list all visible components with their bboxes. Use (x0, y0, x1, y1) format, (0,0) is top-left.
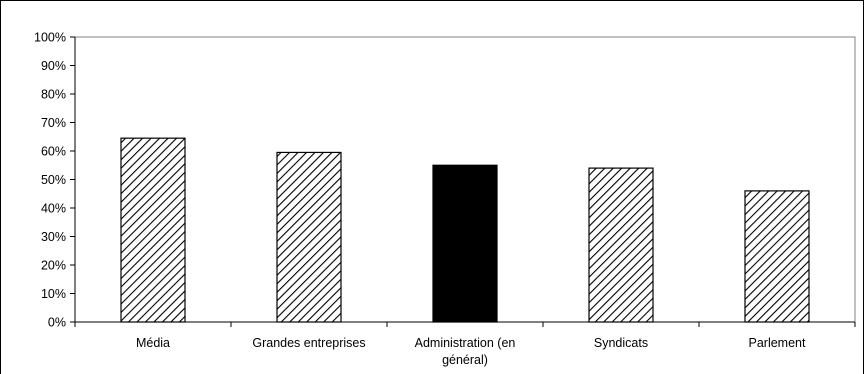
x-tick-label-line: général) (442, 353, 488, 367)
x-tick-label-line: Média (136, 336, 170, 350)
y-tick-label: 80% (41, 88, 66, 102)
bar-5 (744, 190, 810, 323)
x-tick-label-line: Parlement (749, 336, 806, 350)
y-axis: 0% 10% 20% 30% 40% 50% 60% 70% 80% 90% 100% (34, 31, 76, 330)
y-tick-label: 100% (34, 31, 66, 45)
bar-2 (276, 151, 342, 323)
x-tick-label-line: Administration (en (415, 336, 516, 350)
x-tick-label: Grandes entreprises (252, 336, 365, 350)
x-tick-label-line: Syndicats (594, 336, 648, 350)
y-tick-label: 30% (41, 230, 66, 244)
y-tick-label: 90% (41, 59, 66, 73)
x-tick-label: Parlement (749, 336, 806, 350)
y-tick-label: 20% (41, 259, 66, 273)
y-tick-label: 40% (41, 202, 66, 216)
y-tick-label: 50% (41, 173, 66, 187)
bar-series (120, 137, 810, 323)
y-tick-label: 10% (41, 287, 66, 301)
x-tick-label: Administration (en général) (415, 336, 516, 367)
y-tick-label: 60% (41, 145, 66, 159)
y-tick-label: 0% (48, 316, 66, 330)
bar-3 (432, 164, 498, 323)
y-tick-label: 70% (41, 116, 66, 130)
x-tick-label: Média (136, 336, 170, 350)
x-tick-label: Syndicats (594, 336, 648, 350)
bar-4 (588, 167, 654, 323)
x-axis: Média Grandes entreprises Administration (… (74, 321, 856, 367)
x-tick-label-line: Grandes entreprises (252, 336, 365, 350)
bar-1 (120, 137, 186, 323)
